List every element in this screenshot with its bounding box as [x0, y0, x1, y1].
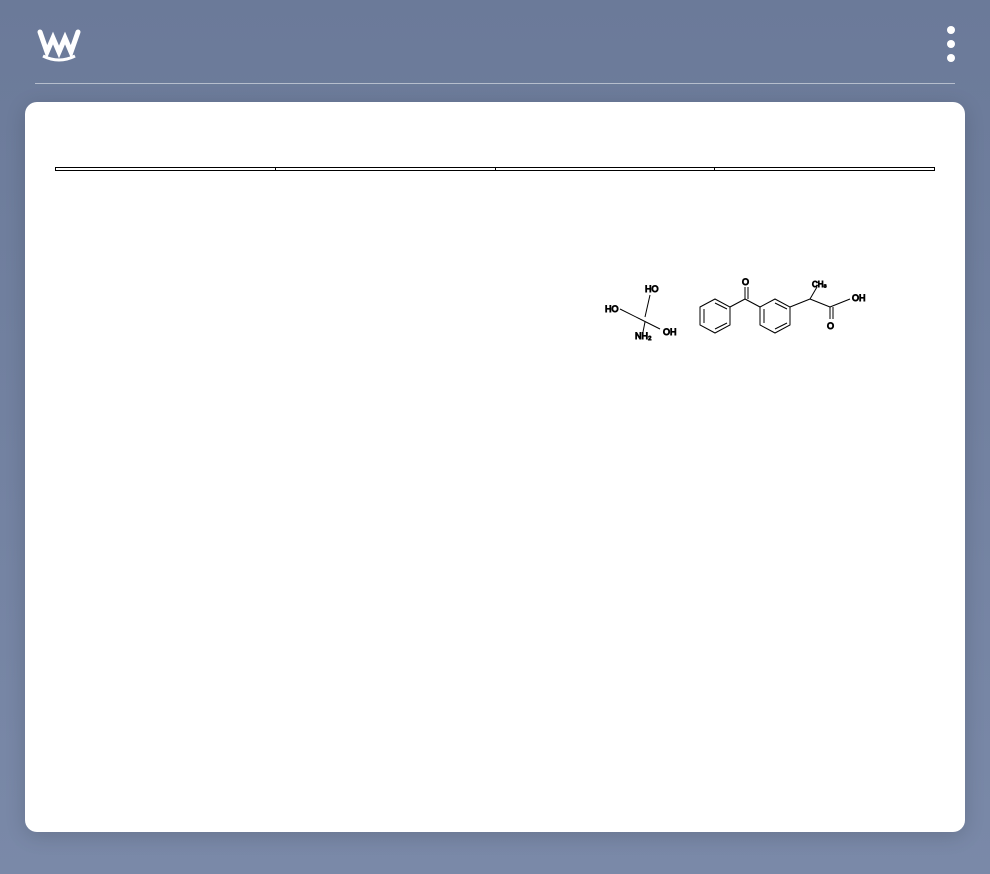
svg-text:OH: OH [852, 293, 866, 303]
chemical-structure: HO HO OH NH₂ O CH₃ [605, 277, 905, 377]
logo [35, 20, 91, 68]
spectrum-chart [95, 432, 915, 782]
menu-icon[interactable] [947, 26, 955, 62]
svg-text:O: O [742, 277, 749, 287]
svg-text:CH₃: CH₃ [812, 280, 827, 289]
divider [35, 83, 955, 84]
parameter-table [55, 167, 935, 171]
fw-value [715, 168, 935, 171]
report-panel: HO HO OH NH₂ O CH₃ [25, 102, 965, 832]
svg-text:HO: HO [605, 304, 619, 314]
formula-label [56, 168, 276, 171]
svg-text:NH₂: NH₂ [635, 331, 652, 341]
svg-text:O: O [827, 321, 834, 331]
svg-text:HO: HO [645, 284, 659, 294]
header [0, 0, 990, 78]
logo-icon [35, 20, 83, 68]
fw-label [495, 168, 715, 171]
formula-value [275, 168, 495, 171]
svg-text:OH: OH [663, 327, 677, 337]
nmr-spectrum [95, 432, 915, 782]
